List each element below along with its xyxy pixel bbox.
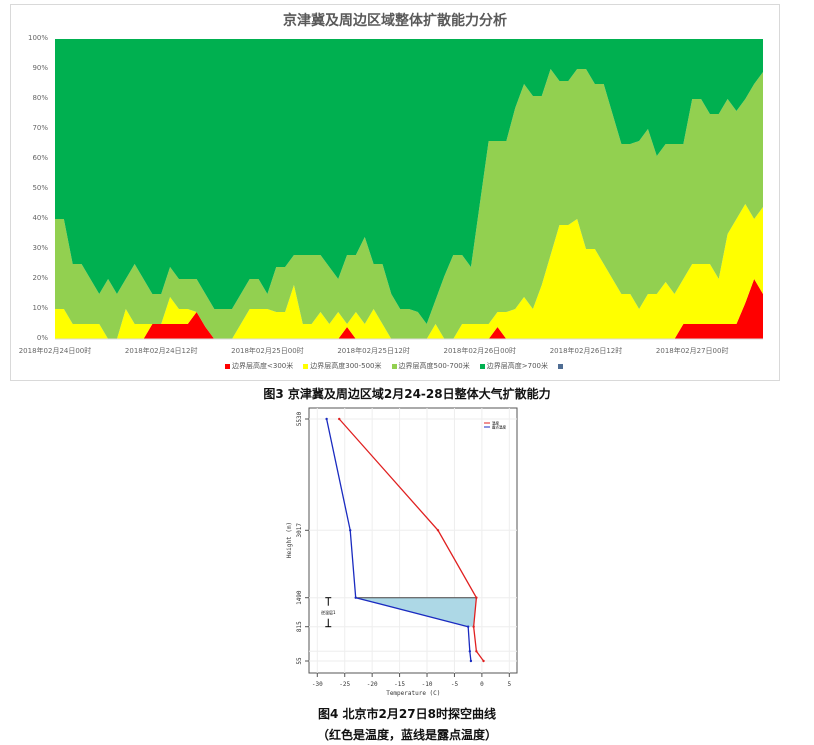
- figure3-caption: 图3 京津冀及周边区域2月24-28日整体大气扩散能力: [263, 387, 551, 401]
- legend-item: 边界层高度>700米: [479, 361, 548, 371]
- data-point: [325, 417, 328, 421]
- y-tick-label: 815: [296, 621, 303, 632]
- legend-label: 温度: [492, 421, 500, 426]
- legend-swatch: [225, 363, 231, 369]
- y-tick-label: 50%: [32, 184, 48, 192]
- y-tick-label: 60%: [32, 154, 48, 162]
- legend-item: 边界层高度<300米: [225, 361, 293, 371]
- chart1-title: 京津冀及周边区域整体扩散能力分析: [283, 13, 507, 29]
- x-tick-label: -25: [339, 681, 350, 688]
- data-point: [338, 417, 341, 421]
- y-tick-label: 100%: [27, 34, 48, 42]
- x-tick-label: 5: [507, 681, 511, 688]
- y-tick-label: 30%: [32, 244, 48, 252]
- y-tick-label: 10%: [32, 304, 48, 312]
- y-axis-label: Height (m): [286, 522, 293, 558]
- legend-swatch: [303, 363, 309, 369]
- data-point: [482, 659, 485, 663]
- data-point: [436, 529, 440, 532]
- area-series-1: [55, 204, 763, 339]
- area-series-3: [55, 39, 763, 324]
- legend-label: 边界层高度300-500米: [310, 362, 382, 370]
- y-tick-label: 90%: [32, 64, 48, 72]
- area-series-0: [55, 279, 763, 339]
- figure4-caption: 图4 北京市2月27日8时探空曲线: [318, 707, 496, 721]
- legend-label: 边界层高度>700米: [486, 362, 548, 370]
- chart1-frame: [10, 4, 780, 381]
- data-point: [349, 529, 352, 532]
- x-tick-label: -20: [367, 681, 378, 688]
- chart1-plot: [55, 39, 763, 340]
- data-point: [469, 659, 473, 663]
- y-tick-label: 20%: [32, 274, 48, 282]
- legend-label: 露点温度: [492, 425, 506, 430]
- x-tick-label: -5: [451, 681, 459, 688]
- x-tick-label: 2018年02月24日12时: [124, 347, 198, 355]
- legend-label: 边界层高度500-700米: [398, 362, 470, 370]
- data-point: [475, 596, 478, 599]
- x-tick-label: 2018年02月25日12时: [337, 347, 410, 355]
- x-tick-label: 2018年02月26日12时: [549, 347, 623, 355]
- x-axis-label: Temperature (C): [386, 690, 440, 697]
- y-tick-label: 1490: [296, 590, 303, 605]
- x-tick-label: -10: [422, 681, 433, 688]
- y-tick-label: 5530: [296, 411, 303, 426]
- figure4-note: （红色是温度，蓝线是露点温度）: [316, 728, 497, 742]
- y-tick-label: 0%: [36, 334, 48, 342]
- y-tick-label: 80%: [32, 94, 48, 102]
- series-line-1: [325, 418, 472, 662]
- x-tick-label: 2018年02月26日00时: [443, 347, 517, 355]
- plot-frame: [308, 407, 518, 674]
- data-point: [468, 650, 472, 653]
- data-point: [475, 650, 478, 653]
- inversion-annotation: 逆温层1: [321, 609, 336, 615]
- legend-label: 边界层高度<300米: [232, 362, 294, 370]
- data-point: [354, 596, 357, 599]
- y-tick-label: 70%: [32, 124, 48, 132]
- series-line-0: [338, 418, 485, 662]
- area-series-2: [55, 69, 763, 339]
- legend-swatch: [479, 363, 485, 369]
- x-tick-label: 2018年02月25日00时: [231, 347, 304, 355]
- legend-item: 边界层高度300-500米: [303, 361, 382, 371]
- legend-item: [557, 363, 565, 369]
- x-tick-label: -30: [312, 681, 323, 688]
- x-tick-label: 0: [480, 681, 484, 688]
- data-point: [466, 625, 470, 628]
- y-tick-label: 55: [296, 657, 303, 665]
- x-tick-label: 2018年02月27日00时: [655, 347, 729, 355]
- legend-swatch: [391, 363, 397, 369]
- y-tick-label: 40%: [32, 214, 48, 222]
- legend-item: 边界层高度500-700米: [391, 361, 470, 371]
- legend-swatch: [557, 363, 563, 369]
- data-point: [472, 625, 475, 628]
- y-tick-label: 3017: [296, 523, 303, 538]
- chart1-legend: 边界层高度<300米 边界层高度300-500米 边界层高度500-700米 边界层高…: [10, 361, 780, 371]
- x-tick-label: 2018年02月24日00时: [18, 347, 92, 355]
- x-tick-label: -15: [394, 681, 405, 688]
- chart2-plot: -30 -25 -20 -15 -10 -5 0 555815149030175530Temp…: [286, 407, 518, 697]
